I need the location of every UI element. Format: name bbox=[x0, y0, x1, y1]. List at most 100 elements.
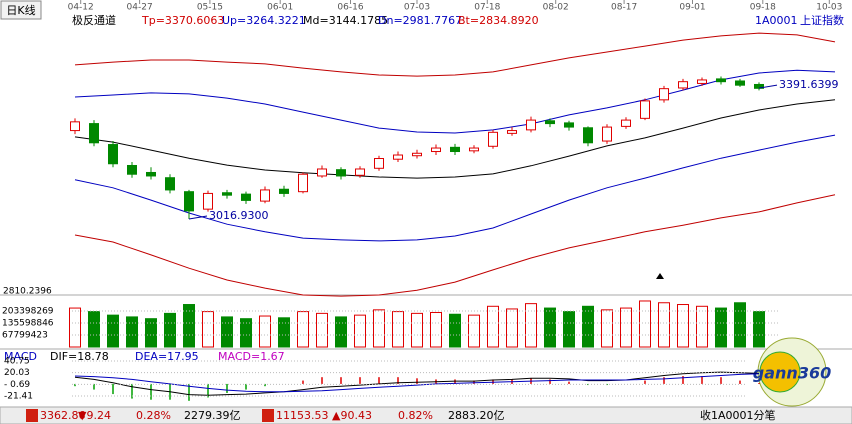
indicator-label: Dn=2981.7767 bbox=[378, 14, 462, 27]
candle-body bbox=[70, 121, 80, 132]
y-tick-label: 2810.2396 bbox=[3, 287, 52, 297]
candle-body bbox=[393, 154, 403, 160]
x-tick-label: 06-16 bbox=[337, 3, 363, 13]
candle-body bbox=[621, 119, 631, 127]
x-tick-label: 08-02 bbox=[543, 3, 569, 13]
dea-line bbox=[74, 373, 760, 393]
x-tick-label: 10-03 bbox=[816, 3, 842, 13]
volume-bar bbox=[278, 317, 290, 348]
volume-bar bbox=[354, 314, 366, 348]
candle-body bbox=[203, 192, 213, 210]
volume-bar bbox=[297, 311, 309, 348]
status-icon bbox=[262, 409, 274, 422]
y-tick-label: - 0.69 bbox=[4, 380, 30, 390]
volume-bar bbox=[316, 312, 328, 348]
macd-legend: MACD=1.67 bbox=[218, 350, 285, 363]
volume-bar bbox=[430, 311, 442, 348]
candle-body bbox=[450, 146, 460, 153]
indicator-label: Up=3264.3221 bbox=[222, 14, 306, 27]
dif-line bbox=[74, 371, 760, 396]
candle-body bbox=[222, 192, 232, 196]
status-item: 11153.53 bbox=[276, 409, 329, 422]
x-tick-label: 04-12 bbox=[68, 3, 94, 13]
volume-bar bbox=[734, 302, 746, 348]
volume-bar bbox=[677, 304, 689, 348]
annotation-leader bbox=[188, 215, 208, 220]
candle-body bbox=[108, 144, 118, 165]
y-tick-label: 40.75 bbox=[4, 356, 30, 366]
candle-body bbox=[697, 79, 707, 84]
status-icon bbox=[26, 409, 38, 422]
y-tick-label: 135598846 bbox=[2, 319, 54, 329]
symbol: 1A0001 bbox=[755, 14, 798, 27]
candle-body bbox=[545, 120, 555, 125]
candle-body bbox=[564, 122, 574, 128]
candle-body bbox=[298, 173, 308, 193]
volume-bar bbox=[164, 312, 176, 348]
candle-body bbox=[355, 168, 365, 176]
candle-body bbox=[716, 78, 726, 83]
volume-bar bbox=[506, 308, 518, 348]
x-tick-label: 08-17 bbox=[611, 3, 637, 13]
annotation: 3016.9300 bbox=[209, 209, 269, 222]
volume-bar bbox=[392, 311, 404, 348]
volume-bar bbox=[126, 316, 138, 348]
candle-body bbox=[184, 191, 194, 212]
candle-body bbox=[602, 126, 612, 142]
candle-body bbox=[583, 127, 593, 144]
status-item: 2883.20亿 bbox=[448, 409, 505, 422]
volume-bar bbox=[202, 311, 214, 348]
volume-bar bbox=[183, 304, 195, 348]
candle-body bbox=[374, 158, 384, 169]
volume-bar bbox=[715, 307, 727, 348]
band-line bbox=[74, 194, 836, 297]
volume-bar bbox=[620, 307, 632, 348]
volume-bar bbox=[259, 315, 271, 348]
band-line bbox=[74, 69, 836, 134]
x-tick-label: 06-01 bbox=[267, 3, 293, 13]
candle-body bbox=[317, 168, 327, 177]
volume-bar bbox=[69, 307, 81, 348]
candle-body bbox=[507, 130, 517, 134]
status-item: 3362.86 bbox=[40, 409, 86, 422]
candle-body bbox=[279, 188, 289, 194]
macd-title: MACD bbox=[4, 350, 37, 363]
volume-bar bbox=[582, 305, 594, 348]
candle-body bbox=[640, 100, 650, 119]
volume-bar bbox=[468, 314, 480, 348]
y-tick-label: -21.41 bbox=[4, 391, 33, 401]
status-item: 0.82% bbox=[398, 409, 433, 422]
status-right[interactable]: 收1A0001分笔 bbox=[700, 408, 776, 422]
x-tick-label: 05-15 bbox=[197, 3, 223, 13]
volume-bar bbox=[145, 318, 157, 348]
status-item: 0.28% bbox=[136, 409, 171, 422]
x-tick-label: 04-27 bbox=[127, 3, 153, 13]
candle-body bbox=[146, 171, 156, 177]
volume-bar bbox=[240, 318, 252, 348]
period-label[interactable]: 日K线 bbox=[6, 3, 35, 17]
candle-body bbox=[678, 81, 688, 89]
volume-bar bbox=[88, 311, 100, 348]
candle-body bbox=[469, 147, 479, 152]
y-tick-label: 20.03 bbox=[4, 368, 30, 378]
macd-legend: DEA=17.95 bbox=[135, 350, 199, 363]
candle-body bbox=[526, 119, 536, 131]
volume-bar bbox=[563, 311, 575, 348]
symbol-name: 上证指数 bbox=[800, 13, 844, 27]
marker bbox=[656, 273, 664, 279]
candle-body bbox=[735, 80, 745, 86]
logo-text: gann360 bbox=[753, 364, 831, 383]
band-line bbox=[74, 99, 836, 179]
indicator-label: Bt=2834.8920 bbox=[458, 14, 539, 27]
period-box[interactable] bbox=[0, 0, 42, 20]
indicator-label: Tp=3370.6063 bbox=[141, 14, 224, 27]
candle-body bbox=[165, 177, 175, 191]
status-item: ▲90.43 bbox=[332, 409, 372, 422]
status-item: 2279.39亿 bbox=[184, 409, 241, 422]
candle-body bbox=[260, 189, 270, 202]
indicator-label: Md=3144.1785 bbox=[303, 14, 388, 27]
status-item: ▼9.24 bbox=[78, 409, 111, 422]
volume-bar bbox=[411, 312, 423, 348]
